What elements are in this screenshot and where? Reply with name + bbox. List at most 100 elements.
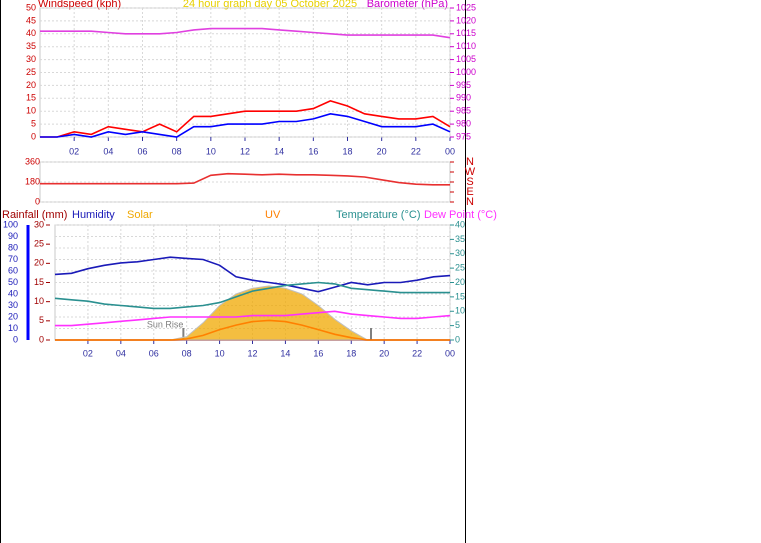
x-tick-label: 04: [116, 348, 126, 358]
y-tick-label: 90: [8, 231, 18, 241]
line: [54, 256, 451, 293]
y-tick-label: 10: [8, 323, 18, 333]
x-tick-label: 20: [377, 146, 387, 156]
y2-tick-label: 1015: [456, 28, 476, 38]
y-tick-label: 45: [26, 15, 36, 25]
y-tick-label: 0: [35, 196, 40, 206]
x-tick-label: 16: [313, 348, 323, 358]
line: [40, 172, 450, 186]
area: [55, 285, 450, 341]
y-tick-label: 40: [26, 28, 36, 38]
x-tick-label: 18: [342, 146, 352, 156]
y2-tick-label: 1005: [456, 54, 476, 64]
line: [40, 27, 451, 39]
line: [55, 319, 450, 341]
y2-tick-label: 30: [455, 248, 465, 258]
x-tick-label: 18: [346, 348, 356, 358]
y2-tick-label: 10: [455, 306, 465, 316]
y2-tick-label: 985: [456, 106, 471, 116]
y-axis-label: Windspeed (kph): [38, 0, 121, 10]
x-tick-label: 04: [103, 146, 113, 156]
y-tick-label: 60: [8, 265, 18, 275]
y3-tick-label: 20: [34, 258, 44, 268]
legend-label: Solar: [127, 209, 153, 221]
y2-tick-label: N: [466, 156, 474, 168]
y2-tick-label: W: [465, 166, 476, 178]
y2-tick-label: 5: [455, 320, 460, 330]
y-tick-label: 360: [25, 156, 40, 166]
y2-tick-label: 975: [456, 131, 471, 141]
x-tick-label: 14: [274, 146, 284, 156]
y2-tick-label: 1025: [456, 2, 476, 12]
y2-tick-label: 1020: [456, 15, 476, 25]
y-tick-label: 80: [8, 242, 18, 252]
y2-tick-label: 25: [455, 263, 465, 273]
x-tick-label: 12: [247, 348, 257, 358]
legend-label: Temperature (°C): [336, 209, 420, 221]
y2-tick-label: E: [466, 186, 473, 198]
x-tick-label: 02: [83, 348, 93, 358]
x-tick-label: 20: [379, 348, 389, 358]
y-tick-label: 15: [26, 93, 36, 103]
y3-tick-label: 30: [34, 219, 44, 229]
x-tick-label: 22: [412, 348, 422, 358]
y-tick-label: 180: [25, 176, 40, 186]
y2-tick-label: S: [466, 176, 473, 188]
y-tick-label: 70: [8, 254, 18, 264]
y-tick-label: 0: [31, 131, 36, 141]
y-tick-label: 5: [31, 118, 36, 128]
y2-axis-label: Barometer (hPa): [367, 0, 448, 10]
y3-tick-label: 15: [34, 277, 44, 287]
y2-tick-label: 990: [456, 93, 471, 103]
y-tick-label: 20: [8, 311, 18, 321]
x-tick-label: 06: [137, 146, 147, 156]
y-tick-label: 20: [26, 80, 36, 90]
y2-tick-label: 980: [456, 118, 471, 128]
y2-tick-label: 1000: [456, 67, 476, 77]
x-tick-label: 12: [240, 146, 250, 156]
y3-tick-label: 0: [39, 334, 44, 344]
x-tick-label: 02: [69, 146, 79, 156]
x-tick-label: 08: [172, 146, 182, 156]
y2-tick-label: 15: [455, 291, 465, 301]
y-tick-label: 25: [26, 67, 36, 77]
chart-title: 24 hour graph day 05 October 2025: [183, 0, 357, 10]
y2-tick-label: 35: [455, 234, 465, 244]
y-tick-label: 35: [26, 41, 36, 51]
x-tick-label: 06: [149, 348, 159, 358]
y2-tick-label: 1010: [456, 41, 476, 51]
x-tick-label: 14: [280, 348, 290, 358]
legend-label: Rainfall (mm): [2, 209, 67, 221]
y2-tick-label: N: [466, 196, 474, 208]
legend-label: UV: [265, 209, 281, 221]
x-tick-label: 16: [308, 146, 318, 156]
x-tick-label: 10: [215, 348, 225, 358]
y3-tick-label: 10: [34, 296, 44, 306]
y3-tick-label: 25: [34, 239, 44, 249]
line: [55, 310, 451, 327]
y2-tick-label: 0: [455, 334, 460, 344]
legend-label: Humidity: [72, 209, 115, 221]
y-tick-label: 30: [26, 54, 36, 64]
x-tick-label: 10: [206, 146, 216, 156]
y-tick-label: 10: [26, 106, 36, 116]
x-tick-label: 00: [445, 348, 455, 358]
y-tick-label: 0: [13, 334, 18, 344]
x-tick-label: 08: [182, 348, 192, 358]
y2-tick-label: 40: [455, 219, 465, 229]
y-tick-label: 30: [8, 300, 18, 310]
legend-label: Dew Point (°C): [424, 209, 497, 221]
y3-tick-label: 5: [39, 315, 44, 325]
x-tick-label: 00: [445, 146, 455, 156]
y-tick-label: 100: [3, 219, 18, 229]
y-tick-label: 50: [26, 2, 36, 12]
y2-tick-label: 995: [456, 80, 471, 90]
annotation: Sun Rise: [147, 319, 184, 329]
line: [40, 112, 451, 138]
y-tick-label: 50: [8, 277, 18, 287]
y2-tick-label: 20: [455, 277, 465, 287]
x-tick-label: 22: [411, 146, 421, 156]
line: [40, 100, 451, 138]
y-tick-label: 40: [8, 288, 18, 298]
